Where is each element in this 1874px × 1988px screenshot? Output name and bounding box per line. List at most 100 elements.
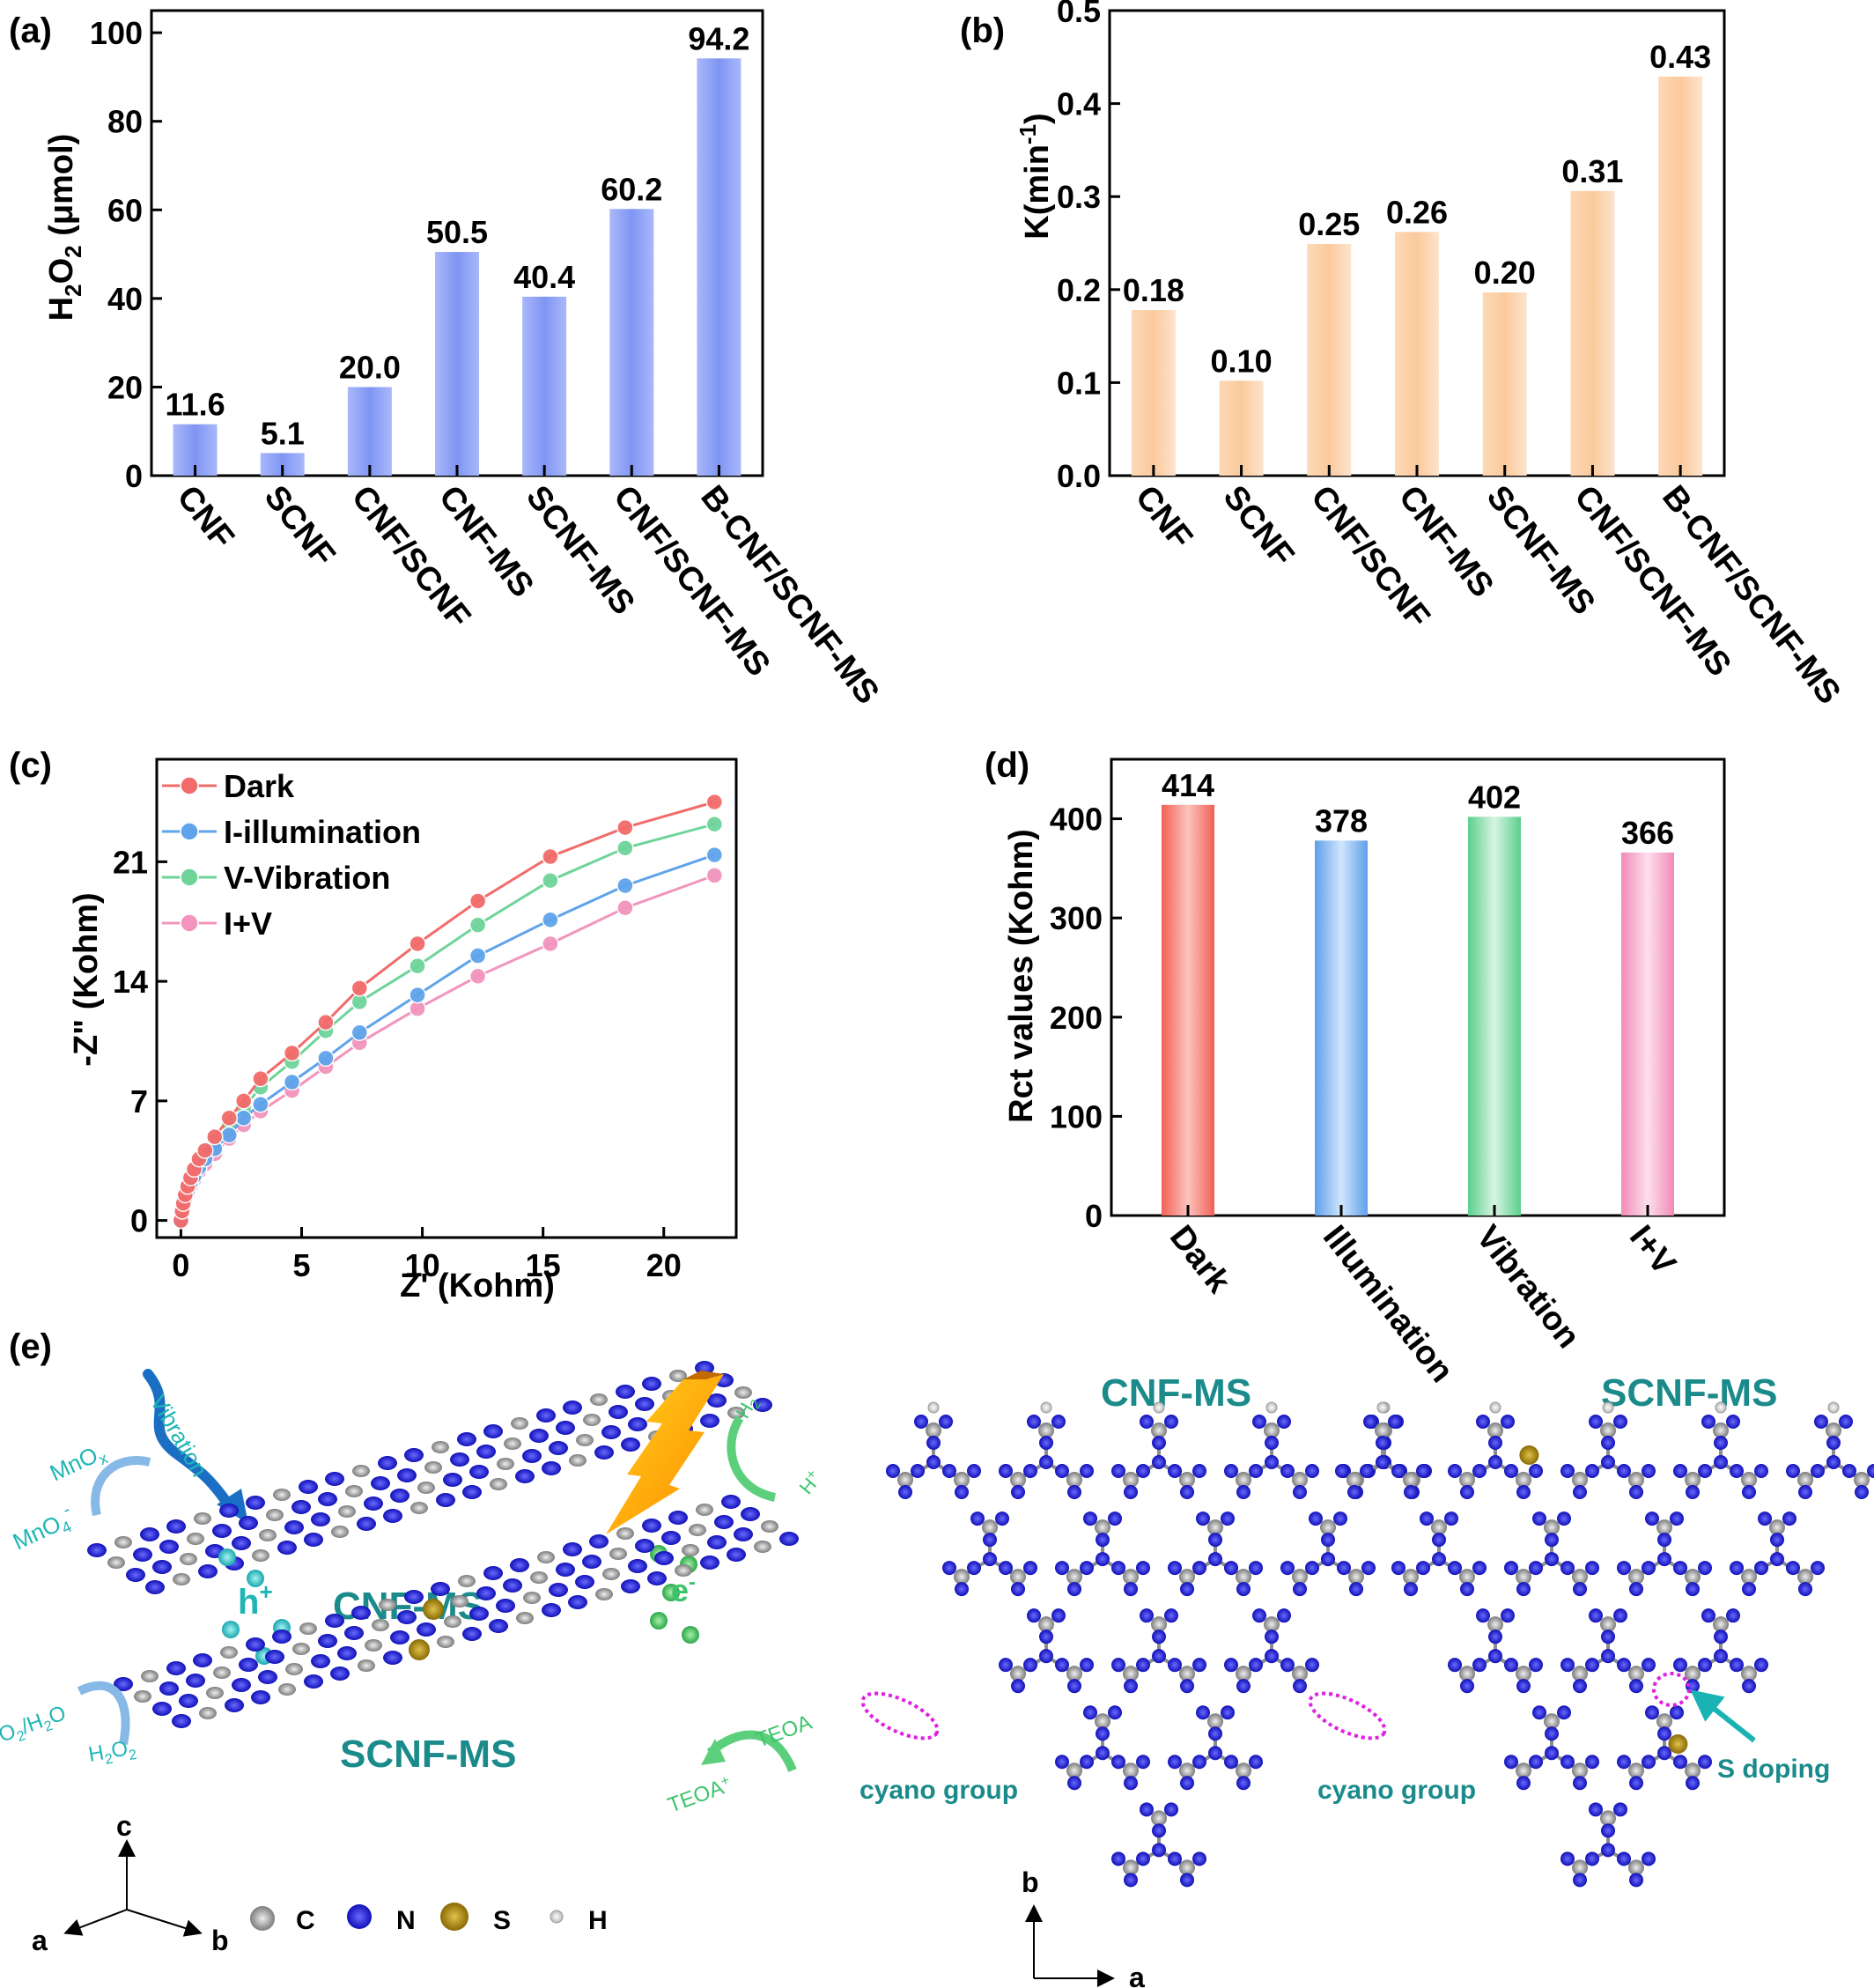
- crystal-axes-left: [63, 1839, 203, 1937]
- carbon-atom: [1685, 1569, 1701, 1585]
- nitrogen-atom: [926, 1455, 941, 1469]
- nitrogen-atom: [198, 1564, 218, 1578]
- crystal-axes-right: [1025, 1904, 1115, 1987]
- hydrogen-atom: [1376, 1401, 1389, 1414]
- nitrogen-atom: [1573, 1776, 1587, 1791]
- data-point: [350, 979, 369, 997]
- nitrogen-atom: [397, 1610, 417, 1624]
- carbon-atom: [1544, 1713, 1560, 1730]
- carbon-atom: [451, 1595, 468, 1607]
- carbon-atom: [410, 1502, 428, 1514]
- carbon-atom: [1123, 1763, 1139, 1779]
- nitrogen-atom: [232, 1536, 251, 1550]
- bar: [1315, 840, 1368, 1216]
- cyano-highlight-right: [1308, 1691, 1387, 1740]
- bar: [609, 209, 654, 476]
- nitrogen-atom: [311, 1654, 330, 1668]
- nitrogen-atom: [371, 1476, 390, 1490]
- legend-carbon-icon: [250, 1906, 275, 1931]
- nitrogen-atom: [1673, 1658, 1687, 1673]
- carbon-atom: [537, 1551, 555, 1563]
- carbon-atom: [352, 1465, 370, 1477]
- carbon-atom: [1066, 1569, 1082, 1585]
- cyano-label-left: cyano group: [860, 1776, 1018, 1805]
- nitrogen-atom: [1011, 1485, 1025, 1499]
- carbon-atom: [1066, 1666, 1082, 1682]
- nitrogen-atom: [476, 1445, 496, 1459]
- data-point: [616, 898, 634, 917]
- h2-curved-arrow: [727, 1415, 777, 1502]
- carbon-atom: [1179, 1859, 1195, 1876]
- nitrogen-atom: [272, 1630, 291, 1644]
- carbon-atom: [675, 1564, 692, 1577]
- nitrogen-atom: [1642, 1755, 1656, 1770]
- panel-a: (a) 0 20 40 60 80 100 11.6 CNF 5.1 SCNF 20.0 CNF/SC…: [9, 9, 886, 711]
- carbon-atom: [1010, 1569, 1026, 1585]
- carbon-atom: [1628, 1666, 1644, 1682]
- scnf-ms-layer-model: [114, 1495, 799, 1728]
- nitrogen-atom: [1448, 1464, 1462, 1478]
- carbon-atom: [1459, 1569, 1475, 1585]
- carbon-atom: [490, 1478, 507, 1490]
- nitrogen-atom: [1557, 1705, 1571, 1720]
- nitrogen-atom: [1629, 1679, 1643, 1694]
- carbon-atom: [516, 1612, 534, 1624]
- mno-curved-arrow: [91, 1456, 151, 1517]
- teoa-arrowhead: [701, 1739, 726, 1765]
- teoa-plus-label: TEOA+: [665, 1773, 734, 1818]
- nitrogen-atom: [1698, 1464, 1712, 1478]
- nitrogen-atom: [344, 1626, 364, 1640]
- nitrogen-atom: [1472, 1658, 1487, 1673]
- carbon-atom: [669, 1370, 687, 1382]
- nitrogen-atom: [1839, 1415, 1853, 1429]
- nitrogen-atom: [1404, 1485, 1418, 1499]
- carbon-atom: [1516, 1569, 1531, 1585]
- nitrogen-atom: [1265, 1630, 1279, 1644]
- nitrogen-atom: [1529, 1755, 1543, 1770]
- carbon-atom: [1741, 1569, 1757, 1585]
- y-tick-label: 7: [130, 1083, 148, 1120]
- carbon-atom: [379, 1599, 396, 1611]
- data-point: [705, 815, 724, 833]
- nitrogen-atom: [1249, 1755, 1263, 1770]
- carbon-atom: [1010, 1472, 1026, 1488]
- nitrogen-atom: [1096, 1533, 1110, 1548]
- x-tick-label: CNF: [1128, 479, 1199, 556]
- nitrogen-atom: [1224, 1464, 1238, 1478]
- carbon-atom: [206, 1687, 224, 1699]
- carbon-atom: [444, 1615, 461, 1628]
- x-tick-label: 15: [526, 1247, 561, 1283]
- carbon-atom: [569, 1454, 587, 1467]
- nitrogen-atom: [1826, 1436, 1841, 1450]
- legend-label: I-illumination: [224, 814, 421, 850]
- nitrogen-atom: [642, 1519, 661, 1533]
- nitrogen-atom: [942, 1464, 956, 1478]
- carbon-atom: [590, 1393, 608, 1406]
- carbon-atom: [1769, 1519, 1785, 1536]
- legend-carbon-label: C: [296, 1906, 315, 1935]
- nitrogen-atom: [1293, 1679, 1307, 1694]
- nitrogen-atom: [251, 1690, 270, 1704]
- nitrogen-atom: [1730, 1658, 1744, 1673]
- nitrogen-atom: [1585, 1658, 1599, 1673]
- nitrogen-atom: [450, 1452, 469, 1467]
- nitrogen-atom: [1124, 1873, 1138, 1888]
- nitrogen-atom: [1601, 1823, 1615, 1838]
- legend-label: V-Vibration: [224, 860, 390, 896]
- data-point: [220, 1126, 238, 1144]
- nitrogen-atom: [1589, 1802, 1603, 1817]
- nitrogen-atom: [1589, 1608, 1603, 1623]
- data-point: [234, 1109, 253, 1127]
- panel-b: (b) 0.0 0.1 0.2 0.3 0.4 0.5 0.18 CNF 0.10 SCNF 0.2…: [960, 0, 1848, 711]
- panel-d-ylabel: Rct values (Kohm): [1003, 829, 1040, 1123]
- carbon-atom: [372, 1619, 389, 1631]
- teoa-label: TEOA: [753, 1711, 815, 1753]
- nitrogen-atom: [1585, 1851, 1599, 1866]
- carbon-atom: [1572, 1859, 1588, 1876]
- nitrogen-atom: [1180, 1485, 1194, 1499]
- nitrogen-atom: [1698, 1658, 1712, 1673]
- carbon-atom: [417, 1482, 435, 1494]
- nitrogen-atom: [1842, 1464, 1856, 1478]
- nitrogen-atom: [1249, 1561, 1263, 1576]
